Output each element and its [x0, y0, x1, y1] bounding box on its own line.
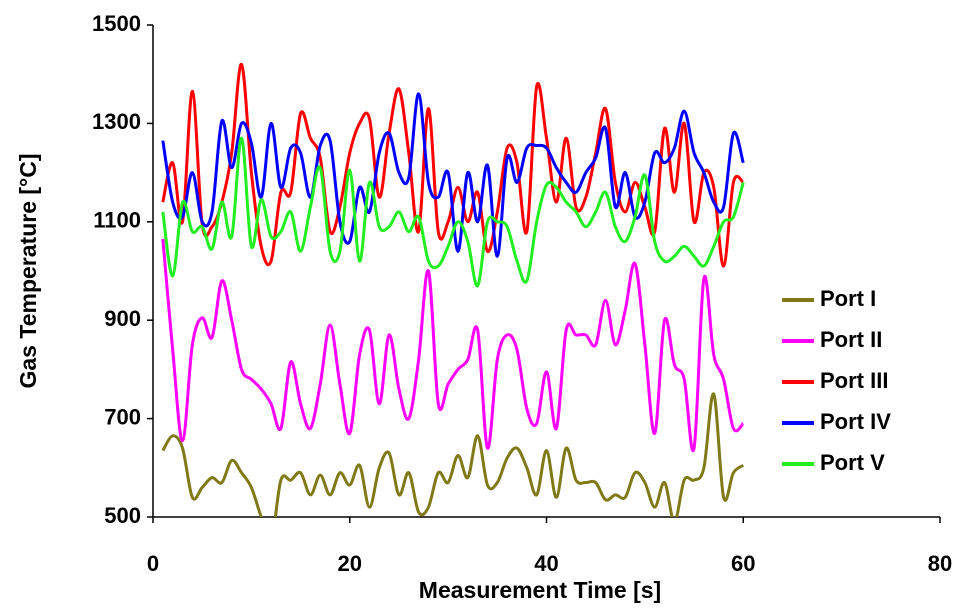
- series-line: [161, 238, 745, 453]
- series-line: [161, 136, 745, 288]
- y-tick-label: 1300: [92, 109, 141, 134]
- y-tick-label: 900: [104, 306, 141, 331]
- x-tick-label: 80: [928, 551, 952, 576]
- x-tick-label: 40: [534, 551, 558, 576]
- y-tick-label: 500: [104, 503, 141, 528]
- series-line: [161, 392, 745, 517]
- legend-label: Port V: [820, 450, 885, 475]
- x-tick-label: 20: [338, 551, 362, 576]
- y-axis-label: Gas Temperature [°C]: [15, 154, 41, 389]
- legend-label: Port IV: [820, 409, 891, 434]
- y-tick-label: 1500: [92, 11, 141, 36]
- legend-label: Port II: [820, 327, 882, 352]
- x-tick-label: 60: [731, 551, 755, 576]
- y-tick-label: 1100: [93, 208, 141, 233]
- x-axis-label: Measurement Time [s]: [419, 577, 661, 603]
- x-tick-label: 0: [147, 551, 159, 576]
- legend-label: Port III: [820, 368, 888, 393]
- legend-label: Port I: [820, 286, 876, 311]
- series-line: [161, 92, 745, 258]
- y-tick-label: 700: [104, 404, 141, 429]
- plot-area: [161, 62, 745, 517]
